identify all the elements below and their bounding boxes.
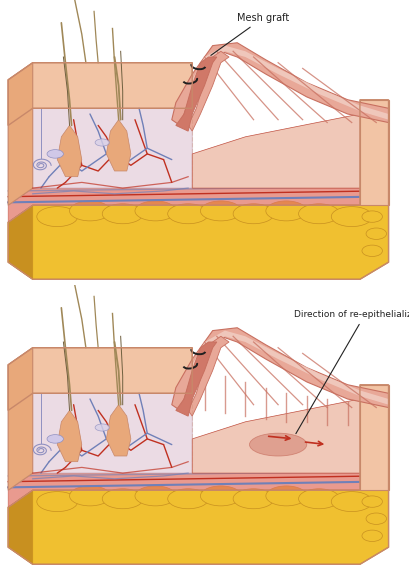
Ellipse shape — [37, 206, 78, 227]
Polygon shape — [192, 331, 389, 405]
Ellipse shape — [168, 489, 209, 508]
Ellipse shape — [249, 433, 307, 456]
Ellipse shape — [168, 203, 209, 224]
Polygon shape — [8, 490, 33, 564]
Ellipse shape — [366, 228, 387, 239]
Ellipse shape — [47, 149, 63, 158]
Ellipse shape — [362, 245, 382, 256]
Polygon shape — [8, 205, 33, 279]
Polygon shape — [360, 100, 389, 205]
Ellipse shape — [95, 139, 110, 146]
Polygon shape — [172, 43, 389, 125]
Ellipse shape — [299, 489, 339, 508]
Polygon shape — [8, 348, 33, 490]
Polygon shape — [192, 399, 389, 473]
Ellipse shape — [366, 513, 387, 524]
Ellipse shape — [362, 496, 382, 507]
Polygon shape — [106, 120, 131, 171]
Polygon shape — [192, 46, 389, 120]
Ellipse shape — [331, 491, 372, 512]
Polygon shape — [192, 114, 389, 188]
Ellipse shape — [266, 486, 307, 506]
Polygon shape — [8, 63, 192, 125]
Text: Direction of re-epithelialization: Direction of re-epithelialization — [294, 310, 409, 434]
Polygon shape — [57, 125, 82, 177]
Polygon shape — [8, 348, 192, 410]
Ellipse shape — [200, 486, 241, 506]
Ellipse shape — [299, 203, 339, 224]
Text: Mesh graft: Mesh graft — [211, 13, 290, 55]
Polygon shape — [8, 188, 389, 222]
Polygon shape — [106, 405, 131, 456]
Polygon shape — [172, 328, 389, 410]
Ellipse shape — [135, 486, 176, 506]
Polygon shape — [188, 336, 229, 416]
Ellipse shape — [70, 201, 110, 221]
Ellipse shape — [200, 201, 241, 221]
Polygon shape — [8, 108, 192, 205]
Polygon shape — [176, 57, 217, 131]
Polygon shape — [57, 410, 82, 462]
Ellipse shape — [362, 211, 382, 222]
Ellipse shape — [233, 203, 274, 224]
Polygon shape — [8, 393, 192, 490]
Ellipse shape — [266, 201, 307, 221]
Ellipse shape — [95, 424, 110, 431]
Polygon shape — [8, 205, 389, 279]
Ellipse shape — [233, 489, 274, 508]
Ellipse shape — [362, 530, 382, 542]
Polygon shape — [188, 51, 229, 131]
Ellipse shape — [37, 491, 78, 512]
Polygon shape — [360, 385, 389, 490]
Ellipse shape — [135, 201, 176, 221]
Polygon shape — [8, 490, 389, 564]
Polygon shape — [8, 473, 389, 507]
Ellipse shape — [102, 489, 143, 508]
Polygon shape — [176, 342, 217, 416]
Ellipse shape — [331, 206, 372, 227]
Ellipse shape — [47, 434, 63, 443]
Ellipse shape — [102, 203, 143, 224]
Ellipse shape — [70, 486, 110, 506]
Polygon shape — [8, 63, 33, 205]
